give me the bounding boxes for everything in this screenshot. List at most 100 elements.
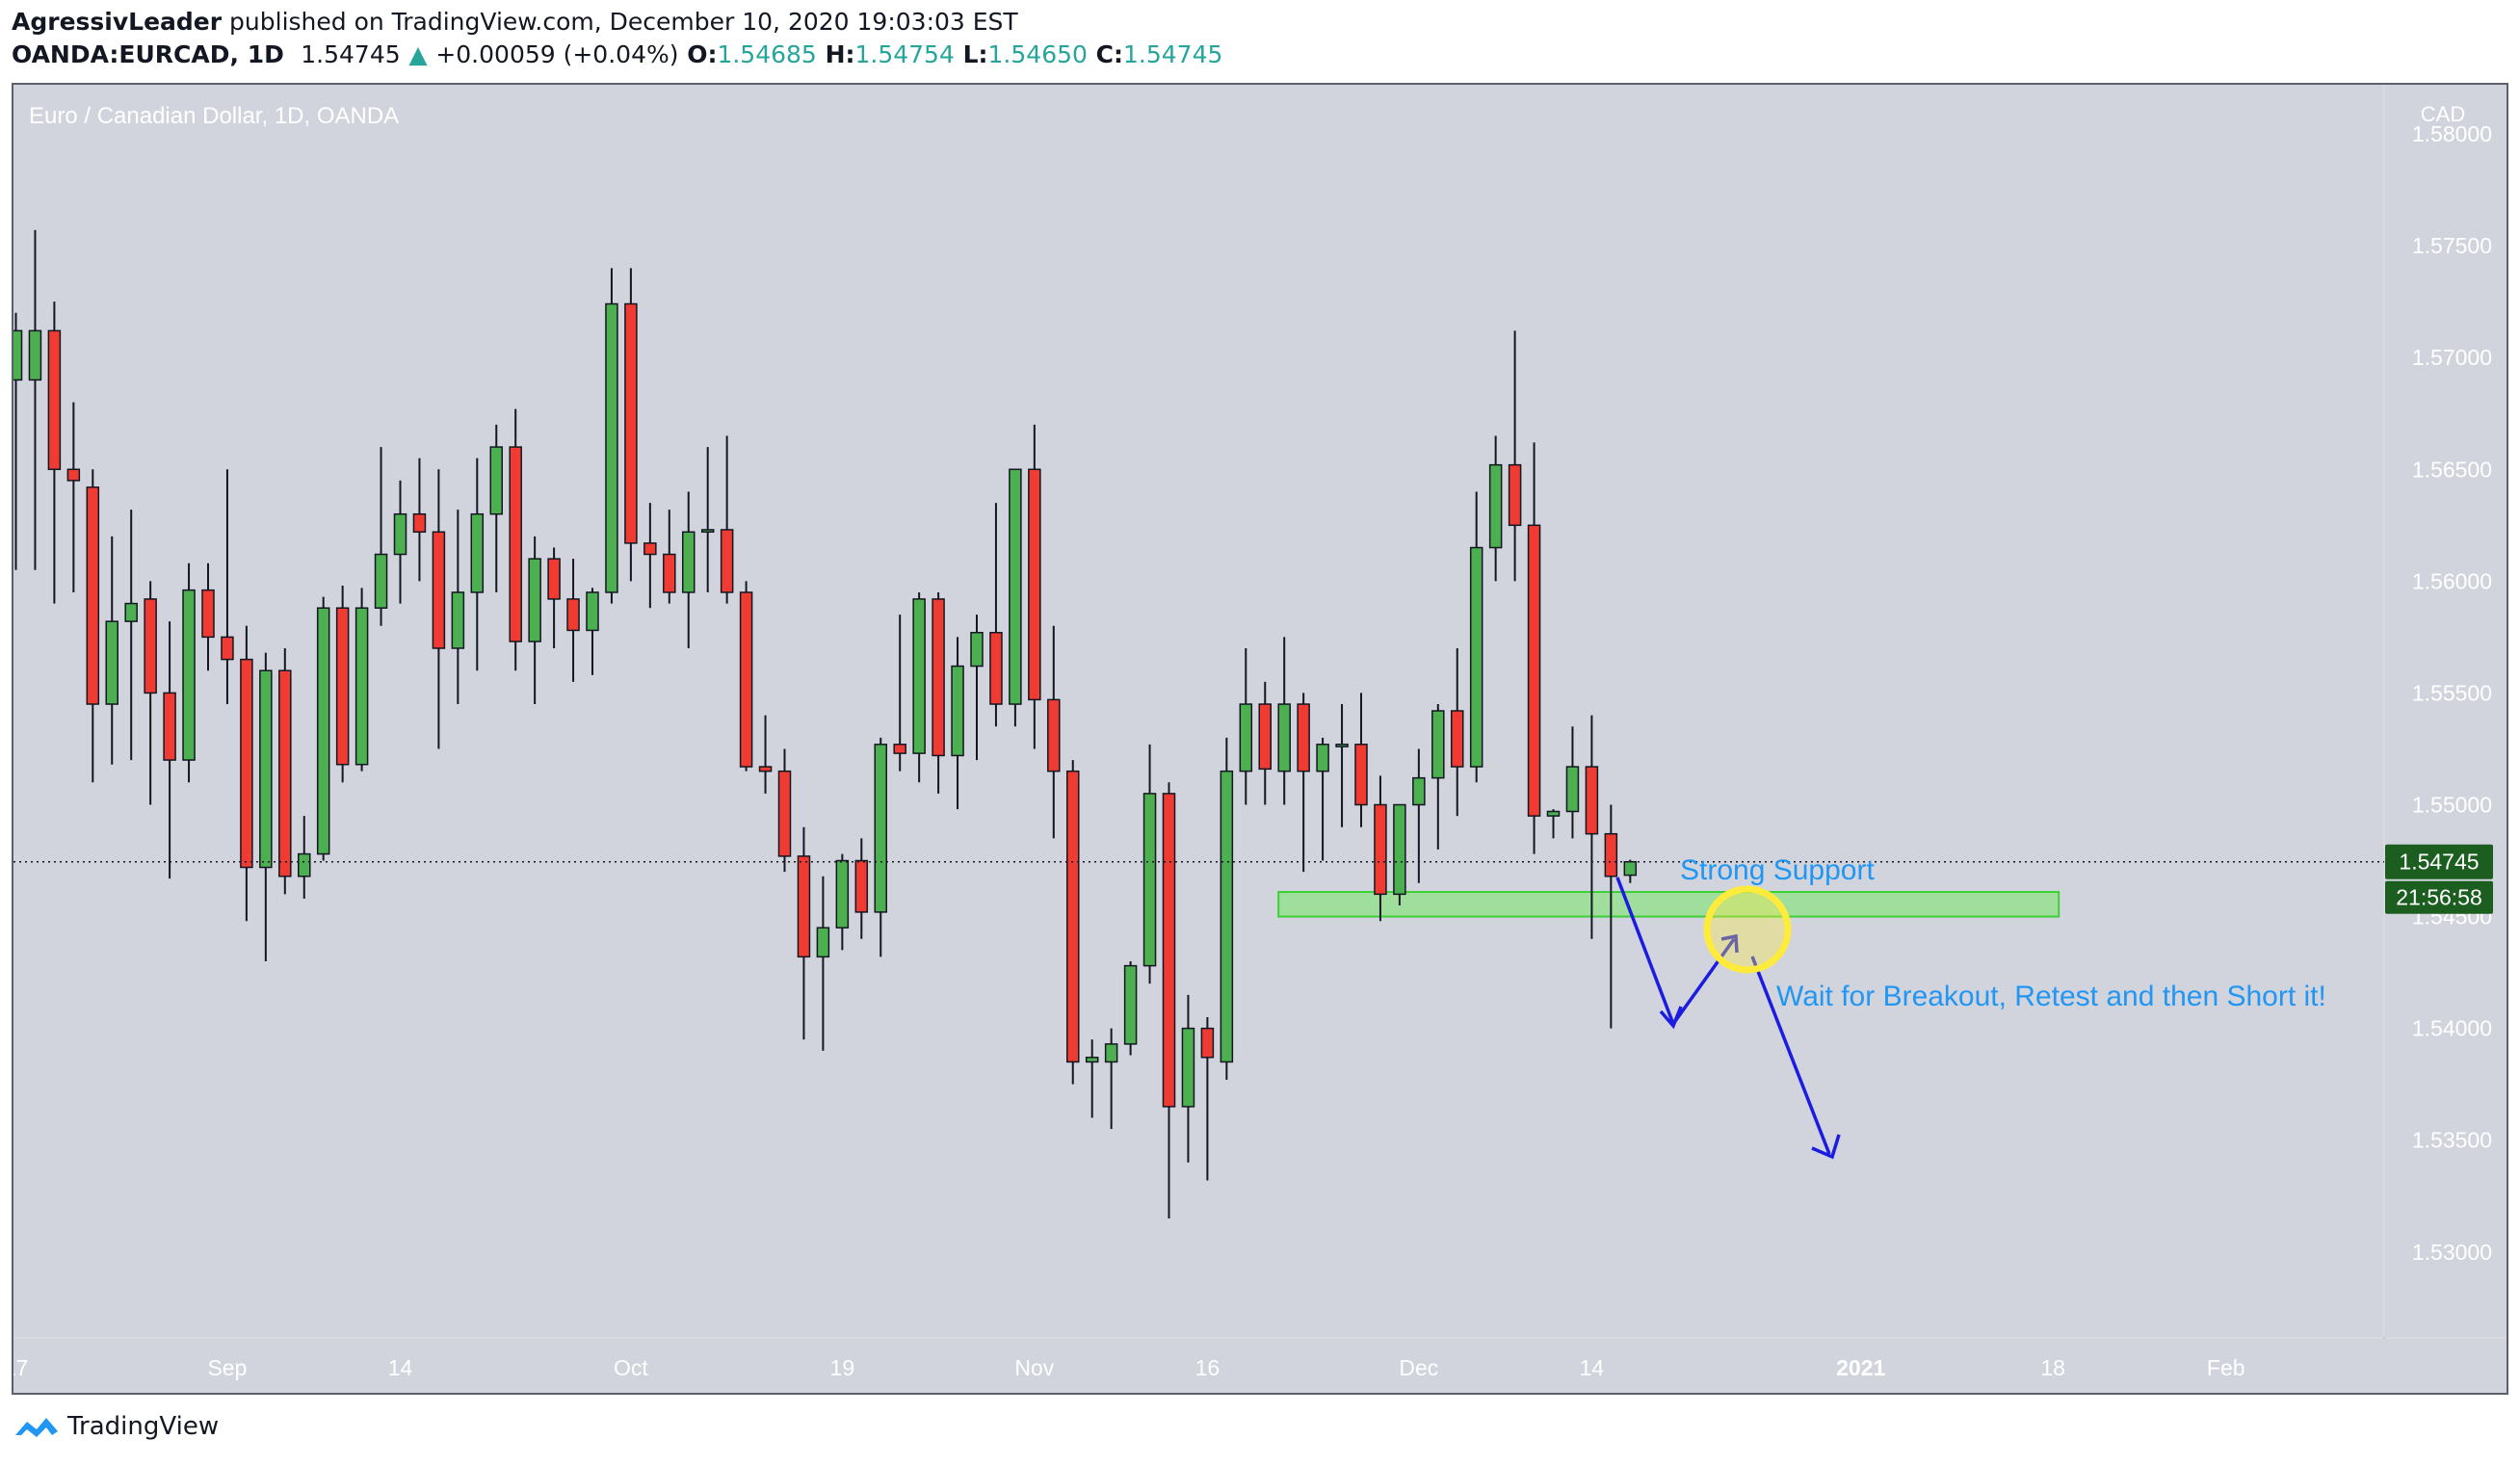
candle-body[interactable] xyxy=(1220,770,1234,1063)
candle-body[interactable] xyxy=(739,591,753,768)
candle-body[interactable] xyxy=(586,591,599,632)
candle-body[interactable] xyxy=(777,770,792,857)
time-tick-label: 18 xyxy=(2040,1355,2065,1380)
retest-highlight-circle[interactable] xyxy=(1703,885,1792,974)
candle-body[interactable] xyxy=(1085,1057,1099,1063)
breakdown-arrow-head xyxy=(1659,1006,1683,1030)
candle-body[interactable] xyxy=(240,658,253,869)
price-tick-label: 1.53500 xyxy=(2412,1128,2492,1153)
candle-body[interactable] xyxy=(278,669,292,877)
candle-body[interactable] xyxy=(1508,463,1522,527)
candle-body[interactable] xyxy=(682,531,696,593)
candle-body[interactable] xyxy=(1297,703,1310,772)
candle-body[interactable] xyxy=(1469,546,1483,768)
candle-body[interactable] xyxy=(374,553,388,609)
candle-body[interactable] xyxy=(316,607,330,855)
candle-body[interactable] xyxy=(124,602,138,622)
candle-body[interactable] xyxy=(797,855,811,958)
candle-body[interactable] xyxy=(28,329,42,381)
candle-body[interactable] xyxy=(1009,468,1022,705)
tradingview-footer[interactable]: TradingView xyxy=(13,1412,219,1441)
author-name[interactable]: AgressivLeader xyxy=(12,8,223,36)
candle-body[interactable] xyxy=(182,589,196,761)
candle-body[interactable] xyxy=(1431,710,1445,779)
candle-body[interactable] xyxy=(1335,744,1349,747)
candle-body[interactable] xyxy=(1316,744,1329,772)
candle-body[interactable] xyxy=(201,589,215,639)
candle-body[interactable] xyxy=(912,598,926,754)
candle-body[interactable] xyxy=(932,598,945,757)
candle-body[interactable] xyxy=(1123,964,1138,1045)
candle-body[interactable] xyxy=(1258,703,1272,771)
candle-body[interactable] xyxy=(1412,776,1426,806)
candle-body[interactable] xyxy=(432,531,446,649)
candle-body[interactable] xyxy=(605,302,618,593)
candle-body[interactable] xyxy=(1546,810,1561,817)
candle-body[interactable] xyxy=(335,607,350,766)
candle-body[interactable] xyxy=(163,692,176,761)
candle-body[interactable] xyxy=(221,636,234,661)
candle-body[interactable] xyxy=(1393,803,1406,896)
candle-body[interactable] xyxy=(547,558,561,600)
candle-body[interactable] xyxy=(951,665,964,757)
candle-body[interactable] xyxy=(1585,766,1599,835)
candle-body[interactable] xyxy=(144,598,157,694)
candle-body[interactable] xyxy=(758,766,773,772)
candle-body[interactable] xyxy=(643,542,657,556)
candle-body[interactable] xyxy=(1142,793,1157,967)
candle-body[interactable] xyxy=(1200,1027,1215,1059)
candle-body[interactable] xyxy=(663,553,676,593)
time-tick-label: 14 xyxy=(388,1355,413,1380)
candle-body[interactable] xyxy=(1162,793,1176,1108)
candle-body[interactable] xyxy=(412,512,427,534)
candle-body[interactable] xyxy=(1181,1027,1195,1108)
candle-body[interactable] xyxy=(528,558,541,642)
candle-body[interactable] xyxy=(509,446,522,642)
candle-body[interactable] xyxy=(874,744,887,913)
candle-body[interactable] xyxy=(66,468,81,482)
candle-body[interactable] xyxy=(1066,770,1080,1063)
strong-support-label: Strong Support xyxy=(1680,854,1875,886)
candle-body[interactable] xyxy=(1527,524,1541,817)
candle-body[interactable] xyxy=(1104,1043,1118,1063)
candle-body[interactable] xyxy=(13,329,23,381)
candle-body[interactable] xyxy=(1354,744,1368,806)
candle-body[interactable] xyxy=(854,859,869,913)
candle-body[interactable] xyxy=(1565,766,1580,813)
price-tick-label: 1.57500 xyxy=(2412,233,2492,258)
support-zone[interactable] xyxy=(1277,891,2061,918)
candle-body[interactable] xyxy=(700,529,715,534)
candle-body[interactable] xyxy=(835,859,850,929)
candle-body[interactable] xyxy=(1047,698,1061,772)
candle-body[interactable] xyxy=(259,669,273,869)
candle-body[interactable] xyxy=(1028,468,1041,701)
candle-body[interactable] xyxy=(1604,832,1618,877)
candle-body[interactable] xyxy=(970,632,984,668)
candle-body[interactable] xyxy=(566,598,580,632)
candle-body[interactable] xyxy=(1488,463,1503,549)
countdown-badge-text: 21:56:58 xyxy=(2396,885,2482,910)
candlestick-chart[interactable]: Strong Support Wait for Breakout, Retest … xyxy=(13,85,2507,1393)
candle-body[interactable] xyxy=(989,632,1003,705)
candle-body[interactable] xyxy=(1277,703,1291,772)
candle-body[interactable] xyxy=(86,486,100,705)
candle-body[interactable] xyxy=(720,529,734,593)
candle-body[interactable] xyxy=(1374,803,1387,896)
plot-area[interactable] xyxy=(13,85,2383,1337)
candle-body[interactable] xyxy=(393,512,407,556)
candle-body[interactable] xyxy=(893,744,906,754)
candle-body[interactable] xyxy=(298,852,311,877)
candle-body[interactable] xyxy=(624,302,638,544)
candle-body[interactable] xyxy=(1239,703,1253,772)
candle-body[interactable] xyxy=(470,512,485,593)
candle-body[interactable] xyxy=(816,927,830,958)
candle-body[interactable] xyxy=(489,446,503,515)
time-axis[interactable] xyxy=(13,1339,2507,1393)
candle-body[interactable] xyxy=(451,591,465,649)
price-axis[interactable] xyxy=(2385,85,2507,1337)
candle-body[interactable] xyxy=(47,329,62,471)
candle-body[interactable] xyxy=(1451,710,1464,768)
candle-body[interactable] xyxy=(105,620,118,705)
candle-body[interactable] xyxy=(1623,860,1638,877)
candle-body[interactable] xyxy=(354,607,369,766)
